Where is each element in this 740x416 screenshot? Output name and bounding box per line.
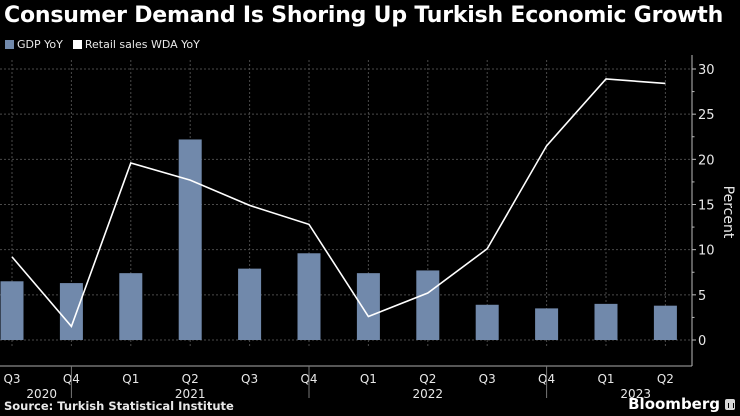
y-tick-label: 20 [698,153,715,168]
gdp-bar [416,270,440,340]
x-tick-label: Q2 [182,372,199,386]
y-tick-label: 10 [698,244,715,259]
x-tick-label: Q1 [360,372,377,386]
y-tick-label: 15 [698,199,715,214]
gdp-bar [119,273,143,340]
x-tick-label: Q3 [3,372,20,386]
gdp-bar [59,283,83,340]
x-tick-label: Q2 [419,372,436,386]
gdp-bar [535,308,559,340]
gdp-bar [0,281,24,340]
gdp-bar [178,139,202,340]
x-year-label: 2022 [413,387,444,401]
x-year-label: 2023 [620,387,651,401]
x-tick-label: Q3 [241,372,258,386]
legend-label-retail: Retail sales WDA YoY [84,38,200,51]
legend-item-retail: Retail sales WDA YoY [72,38,200,51]
legend-item-gdp: GDP YoY [5,38,63,51]
gdp-bar [475,304,499,340]
y-tick-label: 0 [698,334,706,349]
retail-swatch-icon [72,40,82,49]
x-tick-label: Q2 [657,372,674,386]
x-year-label: 2021 [175,387,206,401]
y-tick-label: 25 [698,108,715,123]
gdp-bar [653,305,677,340]
gdp-bar [356,273,380,340]
x-tick-label: Q1 [122,372,139,386]
y-tick-label: 5 [698,289,706,304]
gdp-bar [594,303,618,340]
gdp-bar [238,268,262,340]
x-tick-label: Q1 [597,372,614,386]
bloomberg-chart-icon [725,399,735,410]
gdp-swatch-icon [5,40,14,49]
legend-label-gdp: GDP YoY [17,38,63,51]
source-note: Source: Turkish Statistical Institute [4,399,234,413]
legend: GDP YoY Retail sales WDA YoY [5,38,200,51]
bloomberg-logo: Bloomberg [628,395,720,413]
gdp-bar [297,253,321,340]
y-tick-label: 30 [698,63,715,78]
retail-sales-line [11,78,666,329]
y-axis-label: Percent [720,186,736,239]
chart-title: Consumer Demand Is Shoring Up Turkish Ec… [4,3,724,28]
x-year-label: 2020 [26,387,57,401]
x-tick-label: Q3 [479,372,496,386]
